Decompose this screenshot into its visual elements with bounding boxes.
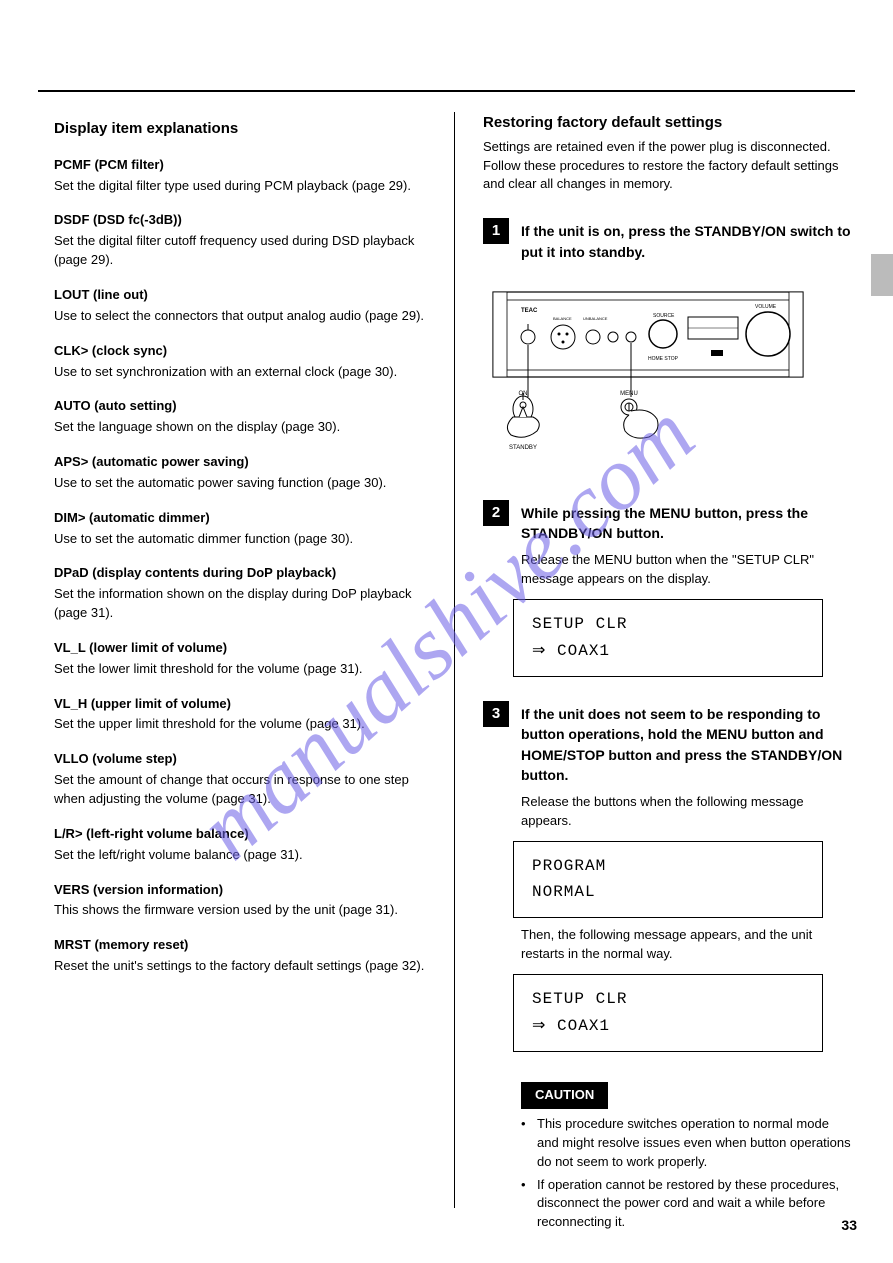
right-column: Restoring factory default settings Setti… xyxy=(455,112,853,1208)
svg-text:UNBALANCE: UNBALANCE xyxy=(583,316,608,321)
step-number-3: 3 xyxy=(483,701,509,727)
step-2-title: While pressing the MENU button, press th… xyxy=(521,500,853,544)
item-text: This shows the firmware version used by … xyxy=(54,901,426,920)
screen-display-2: PROGRAM NORMAL xyxy=(513,841,823,918)
page-number: 33 xyxy=(841,1215,857,1235)
device-figure: TEAC HOME STOP SOURCE VOLUME BALANCE xyxy=(483,282,813,462)
item-title: VL_H (upper limit of volume) xyxy=(54,695,426,714)
item-title: VLLO (volume step) xyxy=(54,750,426,769)
standby-label: STANDBY xyxy=(509,445,537,451)
step-3-msg1: Release the buttons when the following m… xyxy=(521,793,853,831)
screen-line: SETUP CLR xyxy=(532,612,804,638)
step-3: 3 If the unit does not seem to be respon… xyxy=(483,701,853,785)
item-aps: APS> (automatic power saving) Use to set… xyxy=(54,453,426,493)
step-1-title: If the unit is on, press the STANDBY/ON … xyxy=(521,218,853,262)
step-number-2: 2 xyxy=(483,500,509,526)
item-pcmf: PCMF (PCM filter) Set the digital filter… xyxy=(54,156,426,196)
step-3-msg2: Then, the following message appears, and… xyxy=(521,926,853,964)
screen-line: ⇒ COAX1 xyxy=(532,1013,804,1040)
step-1: 1 If the unit is on, press the STANDBY/O… xyxy=(483,218,853,262)
item-title: VERS (version information) xyxy=(54,881,426,900)
svg-text:BALANCE: BALANCE xyxy=(553,316,572,321)
item-title: DSDF (DSD fc(-3dB)) xyxy=(54,211,426,230)
bullet-text: If operation cannot be restored by these… xyxy=(537,1176,853,1233)
bullet-text: This procedure switches operation to nor… xyxy=(537,1115,853,1172)
step-3-title: If the unit does not seem to be respondi… xyxy=(521,701,853,785)
bullet-icon: • xyxy=(521,1115,537,1134)
item-title: DPaD (display contents during DoP playba… xyxy=(54,564,426,583)
screen-line: ⇒ COAX1 xyxy=(532,638,804,665)
step-number-1: 1 xyxy=(483,218,509,244)
screen-display-3: SETUP CLR ⇒ COAX1 xyxy=(513,974,823,1052)
svg-text:VOLUME: VOLUME xyxy=(755,304,777,310)
caution-bullet: • This procedure switches operation to n… xyxy=(521,1115,853,1172)
svg-text:TEAC: TEAC xyxy=(521,308,538,314)
item-text: Use to set the automatic dimmer function… xyxy=(54,530,426,549)
item-text: Set the left/right volume balance (page … xyxy=(54,846,426,865)
item-title: VL_L (lower limit of volume) xyxy=(54,639,426,658)
item-dsdf: DSDF (DSD fc(-3dB)) Set the digital filt… xyxy=(54,211,426,270)
item-text: Set the lower limit threshold for the vo… xyxy=(54,660,426,679)
item-title: CLK> (clock sync) xyxy=(54,342,426,361)
item-text: Set the language shown on the display (p… xyxy=(54,418,426,437)
item-title: L/R> (left-right volume balance) xyxy=(54,825,426,844)
item-clk: CLK> (clock sync) Use to set synchroniza… xyxy=(54,342,426,382)
item-text: Use to set synchronization with an exter… xyxy=(54,363,426,382)
svg-text:SOURCE: SOURCE xyxy=(653,313,675,319)
item-lr: L/R> (left-right volume balance) Set the… xyxy=(54,825,426,865)
screen-line: SETUP CLR xyxy=(532,987,804,1013)
item-title: LOUT (line out) xyxy=(54,286,426,305)
step-2: 2 While pressing the MENU button, press … xyxy=(483,500,853,544)
svg-text:HOME STOP: HOME STOP xyxy=(648,356,679,362)
item-lout: LOUT (line out) Use to select the connec… xyxy=(54,286,426,326)
item-dim: DIM> (automatic dimmer) Use to set the a… xyxy=(54,509,426,549)
item-title: MRST (memory reset) xyxy=(54,936,426,955)
item-auto: AUTO (auto setting) Set the language sho… xyxy=(54,397,426,437)
item-text: Set the digital filter type used during … xyxy=(54,177,426,196)
screen-display-1: SETUP CLR ⇒ COAX1 xyxy=(513,599,823,677)
item-title: DIM> (automatic dimmer) xyxy=(54,509,426,528)
left-heading: Display item explanations xyxy=(54,118,426,140)
item-vlh: VL_H (upper limit of volume) Set the upp… xyxy=(54,695,426,735)
item-title: APS> (automatic power saving) xyxy=(54,453,426,472)
item-title: PCMF (PCM filter) xyxy=(54,156,426,175)
item-text: Reset the unit's settings to the factory… xyxy=(54,957,426,976)
item-vers: VERS (version information) This shows th… xyxy=(54,881,426,921)
caution-bullet: • If operation cannot be restored by the… xyxy=(521,1176,853,1233)
screen-line: NORMAL xyxy=(532,880,804,906)
item-text: Set the information shown on the display… xyxy=(54,585,426,623)
item-vllo: VLLO (volume step) Set the amount of cha… xyxy=(54,750,426,809)
step-2-after: Release the MENU button when the "SETUP … xyxy=(521,551,853,589)
side-tab xyxy=(871,254,893,296)
intro-text: Settings are retained even if the power … xyxy=(483,138,853,195)
content-columns: Display item explanations PCMF (PCM filt… xyxy=(54,112,853,1208)
left-column: Display item explanations PCMF (PCM filt… xyxy=(54,112,454,1208)
item-vll: VL_L (lower limit of volume) Set the low… xyxy=(54,639,426,679)
screen-line: PROGRAM xyxy=(532,854,804,880)
item-text: Set the amount of change that occurs in … xyxy=(54,771,426,809)
top-rule xyxy=(38,90,855,92)
bullet-icon: • xyxy=(521,1176,537,1195)
item-text: Set the digital filter cutoff frequency … xyxy=(54,232,426,270)
item-text: Set the upper limit threshold for the vo… xyxy=(54,715,426,734)
item-text: Use to select the connectors that output… xyxy=(54,307,426,326)
right-heading: Restoring factory default settings xyxy=(483,112,853,134)
menu-label: MENU xyxy=(620,391,638,397)
item-title: AUTO (auto setting) xyxy=(54,397,426,416)
item-text: Use to set the automatic power saving fu… xyxy=(54,474,426,493)
item-mrst: MRST (memory reset) Reset the unit's set… xyxy=(54,936,426,976)
caution-label: CAUTION xyxy=(521,1082,608,1109)
item-dpad: DPaD (display contents during DoP playba… xyxy=(54,564,426,623)
